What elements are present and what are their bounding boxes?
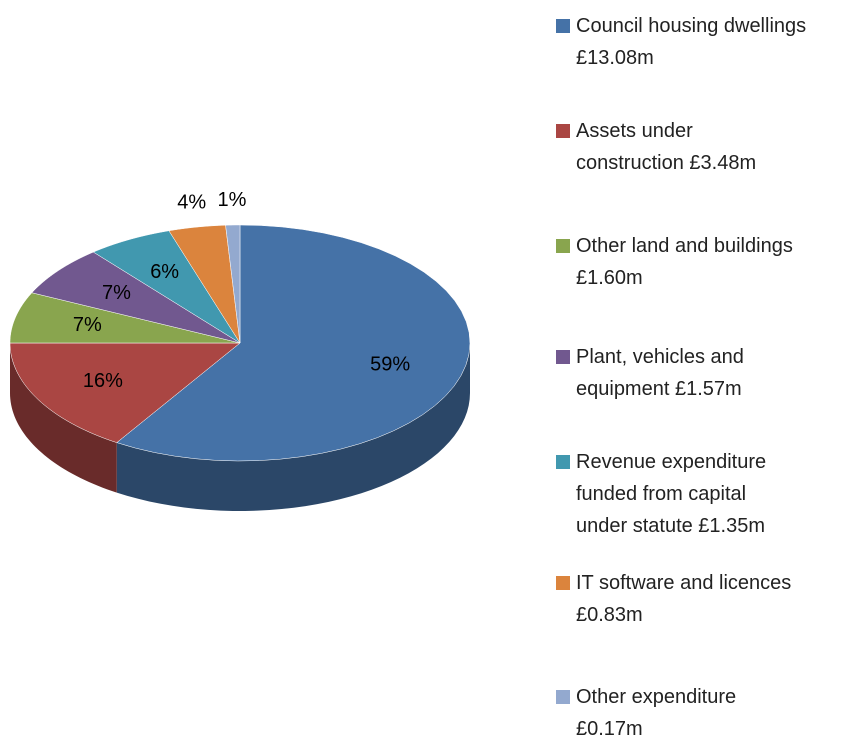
slice (168, 224, 241, 344)
legend-swatch (556, 19, 570, 33)
legend-swatch (556, 350, 570, 364)
data-label: 7% (73, 314, 102, 336)
legend-swatch (556, 455, 570, 469)
data-label: 7% (102, 282, 131, 304)
data-label: 59% (370, 354, 410, 376)
data-label: 16% (83, 370, 123, 392)
data-label: 6% (150, 261, 179, 283)
legend-swatch (556, 690, 570, 704)
legend-swatch (556, 124, 570, 138)
legend-label: Plant, vehicles and equipment £1.57m (576, 346, 744, 400)
slice (225, 224, 241, 344)
slice (9, 342, 241, 443)
legend-label: Other land and buildings £1.60m (576, 235, 793, 289)
data-label: 1% (217, 189, 246, 211)
data-label: 4% (177, 191, 206, 213)
legend-label: IT software and licences £0.83m (576, 572, 792, 626)
legend-label: Revenue expenditure funded from capital … (576, 451, 767, 537)
slice (31, 251, 241, 344)
slice (116, 224, 471, 462)
legend-label: Assets under construction £3.48m (576, 120, 757, 174)
legend-label: Other expenditure £0.17m (576, 686, 737, 740)
legend-swatch (556, 576, 570, 590)
legend-label: Council housing dwellings £13.08m (576, 15, 807, 69)
slice-side (10, 343, 117, 493)
legend-swatch (556, 239, 570, 253)
slice-side (116, 343, 470, 511)
slice (9, 292, 241, 344)
slice (92, 230, 241, 344)
